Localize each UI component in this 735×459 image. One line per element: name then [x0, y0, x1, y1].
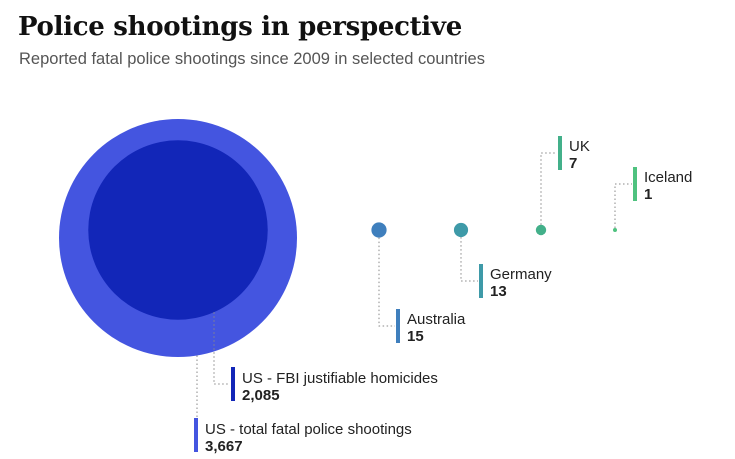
label-bar-germany — [479, 264, 483, 298]
label-name-us-total-fatal-police-shootings: US - total fatal police shootings — [205, 421, 412, 438]
leader-line-uk — [540, 152, 557, 225]
label-name-australia: Australia — [407, 311, 466, 328]
label-name-germany: Germany — [490, 266, 552, 283]
chart-subtitle: Reported fatal police shootings since 20… — [19, 50, 485, 68]
bubble-germany — [453, 222, 469, 238]
bubble-australia — [371, 222, 387, 238]
label-value-uk: 7 — [569, 155, 577, 172]
leader-line-germany — [460, 237, 478, 282]
label-value-germany: 13 — [490, 283, 507, 300]
leader-line-australia — [378, 237, 395, 327]
leader-line-iceland — [614, 183, 632, 228]
bubble-uk — [535, 224, 547, 236]
label-bar-australia — [396, 309, 400, 343]
label-value-us-total-fatal-police-shootings: 3,667 — [205, 438, 243, 455]
label-value-australia: 15 — [407, 328, 424, 345]
bubble-us-fbi-justifiable-homicides — [88, 140, 268, 320]
label-bar-us-total-fatal-police-shootings — [194, 418, 198, 452]
chart-title: Police shootings in perspective — [18, 12, 462, 42]
label-name-iceland: Iceland — [644, 169, 692, 186]
label-bar-uk — [558, 136, 562, 170]
label-name-us-fbi-justifiable-homicides: US - FBI justifiable homicides — [242, 370, 438, 387]
label-value-us-fbi-justifiable-homicides: 2,085 — [242, 387, 280, 404]
label-bar-iceland — [633, 167, 637, 201]
label-value-iceland: 1 — [644, 186, 652, 203]
label-bar-us-fbi-justifiable-homicides — [231, 367, 235, 401]
bubble-iceland — [613, 228, 617, 232]
label-name-uk: UK — [569, 138, 590, 155]
